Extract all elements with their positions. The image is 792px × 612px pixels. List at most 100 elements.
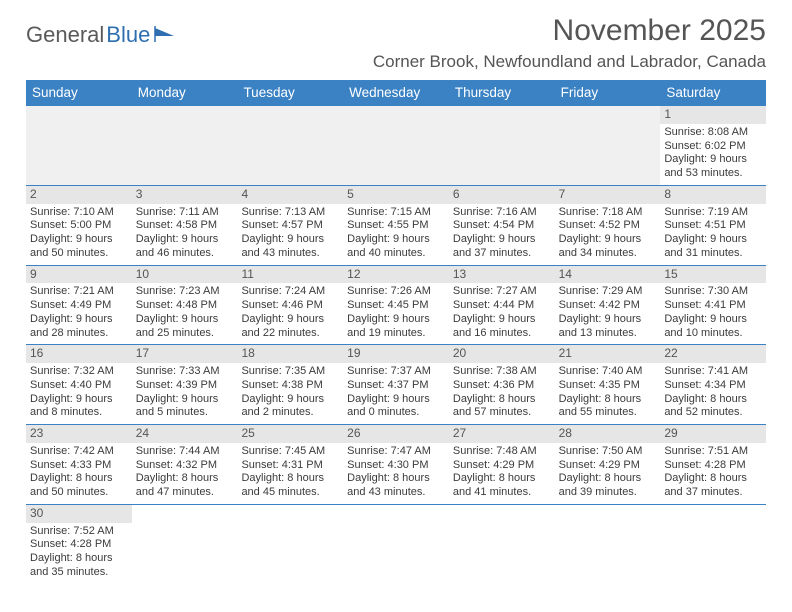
day-cell: 2Sunrise: 7:10 AMSunset: 5:00 PMDaylight… (26, 186, 132, 265)
day-cell: 18Sunrise: 7:35 AMSunset: 4:38 PMDayligh… (237, 345, 343, 424)
day-number: 22 (664, 346, 677, 360)
day-number: 7 (559, 187, 566, 201)
sunrise-text: Sunrise: 7:21 AM (30, 285, 128, 299)
sunset-text: Sunset: 4:33 PM (30, 459, 128, 473)
day-number-bar: 12 (343, 266, 449, 284)
sunrise-text: Sunrise: 7:47 AM (347, 445, 445, 459)
daylight-text: Daylight: 8 hours and 41 minutes. (453, 472, 551, 500)
title-block: November 2025 Corner Brook, Newfoundland… (373, 14, 766, 72)
sunrise-text: Sunrise: 7:35 AM (241, 365, 339, 379)
week-row: 2Sunrise: 7:10 AMSunset: 5:00 PMDaylight… (26, 186, 766, 266)
day-cell: 12Sunrise: 7:26 AMSunset: 4:45 PMDayligh… (343, 266, 449, 345)
daylight-text: Daylight: 8 hours and 52 minutes. (664, 393, 762, 421)
day-number-bar (237, 505, 343, 521)
sunset-text: Sunset: 4:29 PM (453, 459, 551, 473)
sunrise-text: Sunrise: 7:11 AM (136, 206, 234, 220)
daylight-text: Daylight: 9 hours and 2 minutes. (241, 393, 339, 421)
day-cell: 9Sunrise: 7:21 AMSunset: 4:49 PMDaylight… (26, 266, 132, 345)
daylight-text: Daylight: 8 hours and 50 minutes. (30, 472, 128, 500)
sunrise-text: Sunrise: 7:18 AM (559, 206, 657, 220)
day-number: 2 (30, 187, 37, 201)
week-row: 16Sunrise: 7:32 AMSunset: 4:40 PMDayligh… (26, 345, 766, 425)
day-number-bar: 15 (660, 266, 766, 284)
weekday-header: Friday (555, 80, 661, 106)
sunrise-text: Sunrise: 7:26 AM (347, 285, 445, 299)
daylight-text: Daylight: 9 hours and 5 minutes. (136, 393, 234, 421)
week-row: 23Sunrise: 7:42 AMSunset: 4:33 PMDayligh… (26, 425, 766, 505)
daylight-text: Daylight: 9 hours and 37 minutes. (453, 233, 551, 261)
day-number-bar: 26 (343, 425, 449, 443)
day-number-bar (132, 505, 238, 521)
day-number-bar: 8 (660, 186, 766, 204)
daylight-text: Daylight: 9 hours and 16 minutes. (453, 313, 551, 341)
day-number: 1 (664, 107, 671, 121)
day-number: 8 (664, 187, 671, 201)
day-number: 3 (136, 187, 143, 201)
day-number: 4 (241, 187, 248, 201)
day-number-bar (449, 505, 555, 521)
sunset-text: Sunset: 4:45 PM (347, 299, 445, 313)
day-cell (555, 505, 661, 584)
weekday-header: Wednesday (343, 80, 449, 106)
sunset-text: Sunset: 4:44 PM (453, 299, 551, 313)
day-number-bar: 30 (26, 505, 132, 523)
day-cell: 6Sunrise: 7:16 AMSunset: 4:54 PMDaylight… (449, 186, 555, 265)
daylight-text: Daylight: 9 hours and 10 minutes. (664, 313, 762, 341)
sunset-text: Sunset: 4:28 PM (30, 538, 128, 552)
sunset-text: Sunset: 5:00 PM (30, 219, 128, 233)
day-number-bar: 19 (343, 345, 449, 363)
day-cell: 30Sunrise: 7:52 AMSunset: 4:28 PMDayligh… (26, 505, 132, 584)
day-cell: 5Sunrise: 7:15 AMSunset: 4:55 PMDaylight… (343, 186, 449, 265)
day-cell: 17Sunrise: 7:33 AMSunset: 4:39 PMDayligh… (132, 345, 238, 424)
sunset-text: Sunset: 4:42 PM (559, 299, 657, 313)
day-cell: 16Sunrise: 7:32 AMSunset: 4:40 PMDayligh… (26, 345, 132, 424)
header: General Blue November 2025 Corner Brook,… (26, 14, 766, 72)
sunset-text: Sunset: 4:35 PM (559, 379, 657, 393)
day-number-bar (660, 505, 766, 521)
day-number: 11 (241, 267, 253, 281)
sunrise-text: Sunrise: 7:15 AM (347, 206, 445, 220)
day-number-bar: 10 (132, 266, 238, 284)
sunset-text: Sunset: 4:51 PM (664, 219, 762, 233)
day-number-bar: 17 (132, 345, 238, 363)
sunrise-text: Sunrise: 7:45 AM (241, 445, 339, 459)
daylight-text: Daylight: 9 hours and 13 minutes. (559, 313, 657, 341)
weekday-header: Tuesday (237, 80, 343, 106)
day-cell: 4Sunrise: 7:13 AMSunset: 4:57 PMDaylight… (237, 186, 343, 265)
day-number: 25 (241, 426, 254, 440)
sunrise-text: Sunrise: 7:52 AM (30, 525, 128, 539)
day-number: 19 (347, 346, 360, 360)
day-number: 23 (30, 426, 43, 440)
daylight-text: Daylight: 9 hours and 34 minutes. (559, 233, 657, 261)
sunrise-text: Sunrise: 7:42 AM (30, 445, 128, 459)
sunrise-text: Sunrise: 7:50 AM (559, 445, 657, 459)
day-cell: 13Sunrise: 7:27 AMSunset: 4:44 PMDayligh… (449, 266, 555, 345)
sunrise-text: Sunrise: 7:16 AM (453, 206, 551, 220)
day-cell: 22Sunrise: 7:41 AMSunset: 4:34 PMDayligh… (660, 345, 766, 424)
day-cell: 27Sunrise: 7:48 AMSunset: 4:29 PMDayligh… (449, 425, 555, 504)
day-cell: 24Sunrise: 7:44 AMSunset: 4:32 PMDayligh… (132, 425, 238, 504)
day-number-bar: 3 (132, 186, 238, 204)
daylight-text: Daylight: 9 hours and 50 minutes. (30, 233, 128, 261)
day-cell (237, 106, 343, 185)
weekday-header: Monday (132, 80, 238, 106)
location-subtitle: Corner Brook, Newfoundland and Labrador,… (373, 52, 766, 72)
day-number: 18 (241, 346, 254, 360)
day-number-bar: 24 (132, 425, 238, 443)
day-number-bar (555, 505, 661, 521)
day-cell (132, 106, 238, 185)
weekday-header: Saturday (660, 80, 766, 106)
sunset-text: Sunset: 4:31 PM (241, 459, 339, 473)
sunset-text: Sunset: 4:55 PM (347, 219, 445, 233)
day-number: 6 (453, 187, 460, 201)
week-row: 30Sunrise: 7:52 AMSunset: 4:28 PMDayligh… (26, 505, 766, 584)
daylight-text: Daylight: 9 hours and 22 minutes. (241, 313, 339, 341)
day-number-bar: 6 (449, 186, 555, 204)
sunset-text: Sunset: 4:36 PM (453, 379, 551, 393)
sunrise-text: Sunrise: 7:30 AM (664, 285, 762, 299)
day-number: 30 (30, 506, 43, 520)
day-cell: 26Sunrise: 7:47 AMSunset: 4:30 PMDayligh… (343, 425, 449, 504)
day-cell: 28Sunrise: 7:50 AMSunset: 4:29 PMDayligh… (555, 425, 661, 504)
day-cell (555, 106, 661, 185)
sunset-text: Sunset: 4:37 PM (347, 379, 445, 393)
